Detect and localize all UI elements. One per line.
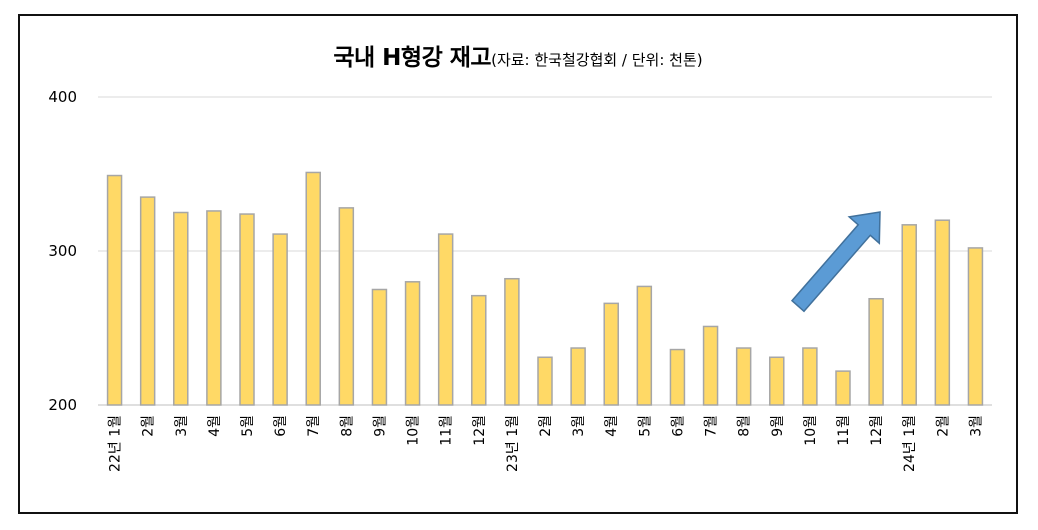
x-tick-label: 5월	[637, 415, 653, 437]
x-tick-label: 12월	[472, 415, 488, 446]
chart-title: 국내 H형강 재고	[333, 45, 492, 71]
bar	[106, 174, 123, 406]
x-tick-label: 2월	[141, 415, 157, 437]
x-tick-label: 8월	[737, 415, 753, 437]
x-tick-label: 3월	[174, 415, 190, 437]
bar	[206, 210, 222, 406]
x-axis: 22년 1월 2월 3월 4월 5월 6월 7월 8월 9월 10월 11월 12월 23년 1월 2월 3…	[108, 415, 985, 472]
bar	[504, 277, 520, 406]
bar	[272, 233, 288, 406]
chart-subtitle: (자료: 한국철강협회 / 단위: 천톤)	[491, 51, 703, 69]
bar	[702, 325, 719, 406]
bar	[802, 347, 818, 406]
x-tick-label: 2월	[935, 415, 951, 437]
bar	[636, 285, 653, 406]
bar	[305, 171, 321, 406]
trend-arrow	[790, 211, 881, 313]
bar	[239, 213, 255, 406]
up-arrow-icon	[790, 211, 881, 313]
bar	[835, 370, 851, 406]
x-tick-label: 3월	[571, 415, 587, 437]
x-tick-label: 10월	[406, 415, 422, 446]
y-tick-label: 300	[48, 242, 77, 260]
x-tick-label: 4월	[604, 415, 620, 437]
bar	[173, 211, 189, 406]
x-tick-label: 5월	[240, 415, 256, 437]
x-tick-label: 8월	[339, 415, 355, 437]
bar	[371, 288, 388, 406]
x-tick-label: 4월	[207, 415, 223, 437]
y-tick-label: 200	[48, 396, 77, 414]
bar	[404, 281, 421, 406]
x-tick-label: 11월	[836, 415, 852, 446]
x-tick-label: 2월	[538, 415, 554, 437]
x-tick-label: 12월	[869, 415, 885, 446]
x-tick-label: 9월	[770, 415, 786, 437]
bar	[934, 219, 951, 406]
x-tick-label: 23년 1월	[505, 415, 521, 472]
bar-series	[106, 171, 984, 406]
x-tick-label: 9월	[372, 415, 388, 437]
bar	[669, 348, 686, 406]
bar	[735, 347, 752, 406]
x-tick-label: 24년 1월	[902, 415, 918, 472]
x-tick-label: 3월	[968, 415, 984, 437]
x-tick-label: 10월	[803, 415, 819, 446]
bar	[967, 247, 984, 406]
bar	[537, 356, 553, 406]
x-tick-label: 7월	[306, 415, 322, 437]
bar	[901, 224, 917, 406]
x-tick-label: 7월	[704, 415, 720, 437]
x-tick-label: 22년 1월	[108, 415, 124, 472]
bar	[603, 302, 619, 406]
bar	[769, 356, 785, 406]
y-tick-label: 400	[48, 88, 77, 106]
bar	[338, 207, 355, 406]
bar	[139, 196, 156, 406]
bar	[570, 347, 586, 406]
bar	[868, 297, 884, 406]
x-tick-label: 6월	[670, 415, 686, 437]
bar	[437, 233, 454, 406]
x-tick-label: 11월	[439, 415, 455, 446]
bar	[471, 294, 487, 406]
chart-title-row: 국내 H형강 재고(자료: 한국철강협회 / 단위: 천톤)	[20, 38, 1016, 72]
x-tick-label: 6월	[273, 415, 289, 437]
y-axis: 200 300 400	[48, 88, 77, 414]
